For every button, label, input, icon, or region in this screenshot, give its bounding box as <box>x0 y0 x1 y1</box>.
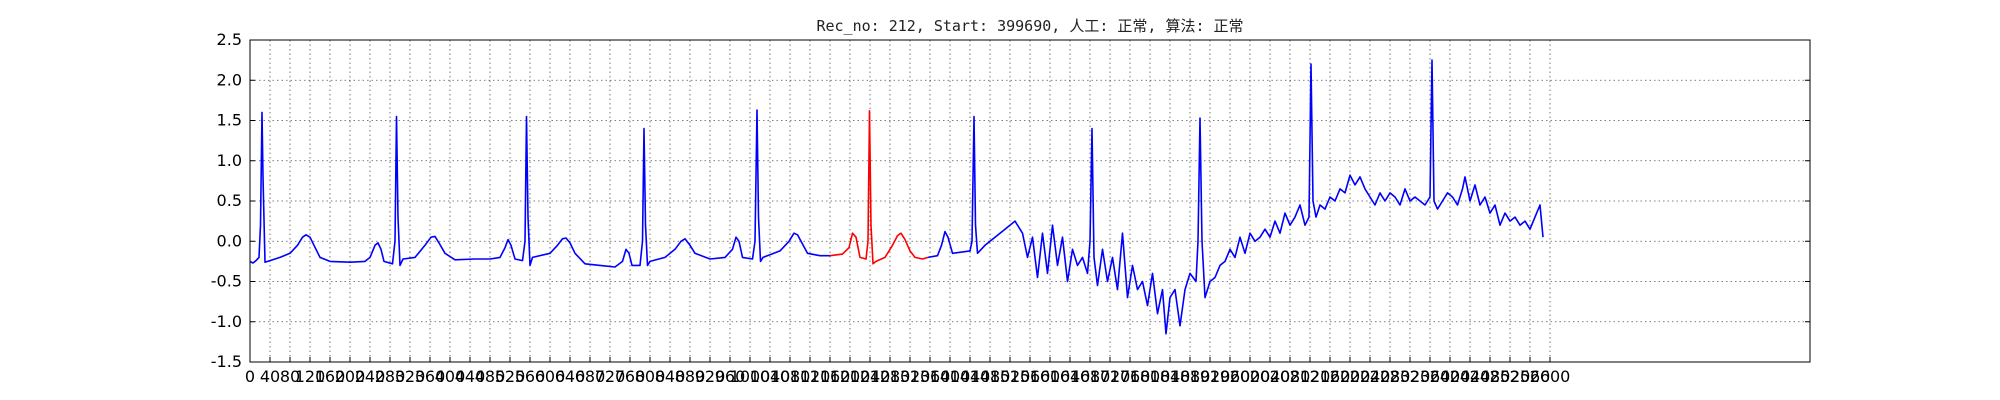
y-tick-label: 2.5 <box>217 30 242 49</box>
x-tick-label: 480 <box>475 367 506 386</box>
x-tick-label: 280 <box>375 367 406 386</box>
x-tick-label: 1040 <box>750 367 791 386</box>
y-tick-label: 0.0 <box>217 231 242 250</box>
x-tick-label: 120 <box>295 367 326 386</box>
x-tick-label: 800 <box>635 367 666 386</box>
x-tick-label: 2280 <box>1370 367 1411 386</box>
x-tick-label: 840 <box>655 367 686 386</box>
grid-layer <box>250 40 1810 362</box>
x-tick-label: 360 <box>415 367 446 386</box>
x-tick-label: 1400 <box>930 367 971 386</box>
x-tick-label: 2240 <box>1350 367 1391 386</box>
x-tick-label: 880 <box>675 367 706 386</box>
x-tick-label: 640 <box>555 367 586 386</box>
x-tick-label: 1680 <box>1070 367 1111 386</box>
series-line-1 <box>249 109 830 268</box>
x-tick-label: 1080 <box>770 367 811 386</box>
x-tick-label: 600 <box>535 367 566 386</box>
x-tick-label: 2040 <box>1250 367 1291 386</box>
x-tick-label: 1000 <box>730 367 771 386</box>
y-tick-label: -1.5 <box>211 352 242 371</box>
x-tick-label: 960 <box>715 367 746 386</box>
x-tick-label: 2600 <box>1530 367 1571 386</box>
x-tick-label: 1640 <box>1050 367 1091 386</box>
x-tick-label: 2160 <box>1310 367 1351 386</box>
x-tick-label: 1840 <box>1150 367 1191 386</box>
y-tick-label: -0.5 <box>211 272 242 291</box>
x-tick-label: 1320 <box>890 367 931 386</box>
x-tick-label: 1440 <box>950 367 991 386</box>
chart-title: Rec_no: 212, Start: 399690, 人工: 正常, 算法: … <box>816 17 1244 35</box>
y-tick-label: 2.0 <box>217 70 242 89</box>
x-tick-label: 1880 <box>1170 367 1211 386</box>
x-tick-label: 1360 <box>910 367 951 386</box>
x-tick-label: 2440 <box>1450 367 1491 386</box>
x-tick-label: 2000 <box>1230 367 1271 386</box>
x-tick-label: 1800 <box>1130 367 1171 386</box>
x-tick-label: 40 <box>260 367 280 386</box>
x-tick-label: 2560 <box>1510 367 1551 386</box>
x-tick-label: 2360 <box>1410 367 1451 386</box>
tick-layer: 0 40 8012016020024028032036040044048052056… <box>211 30 1810 386</box>
x-tick-label: 440 <box>455 367 486 386</box>
x-tick-label: 1960 <box>1210 367 1251 386</box>
y-tick-label: 0.5 <box>217 191 242 210</box>
x-tick-label: 2480 <box>1470 367 1511 386</box>
x-tick-label: 1720 <box>1090 367 1131 386</box>
x-tick-label: 2520 <box>1490 367 1531 386</box>
x-tick-label: 1200 <box>830 367 871 386</box>
x-tick-label: 1160 <box>810 367 851 386</box>
y-tick-label: 1.5 <box>217 111 242 130</box>
x-tick-label: 2200 <box>1330 367 1371 386</box>
x-tick-label: 1600 <box>1030 367 1071 386</box>
x-tick-label: 80 <box>280 367 300 386</box>
x-tick-label: 1280 <box>870 367 911 386</box>
x-tick-label: 520 <box>495 367 526 386</box>
x-tick-label: 1760 <box>1110 367 1151 386</box>
x-tick-label: 1480 <box>970 367 1011 386</box>
x-tick-label: 160 <box>315 367 346 386</box>
y-tick-label: 1.0 <box>217 151 242 170</box>
series-line-2 <box>829 110 929 265</box>
x-tick-label: 680 <box>575 367 606 386</box>
x-tick-label: 2400 <box>1430 367 1471 386</box>
series-line-3 <box>927 59 1544 335</box>
x-tick-label: 920 <box>695 367 726 386</box>
y-tick-label: -1.0 <box>211 312 242 331</box>
x-tick-label: 1920 <box>1190 367 1231 386</box>
x-tick-label: 320 <box>395 367 426 386</box>
x-tick-label: 2080 <box>1270 367 1311 386</box>
x-tick-label: 240 <box>355 367 386 386</box>
x-tick-label: 1520 <box>990 367 1031 386</box>
series-layer <box>249 59 1544 335</box>
x-tick-label: 560 <box>515 367 546 386</box>
x-tick-label: 1120 <box>790 367 831 386</box>
x-tick-label: 760 <box>615 367 646 386</box>
x-tick-label: 2120 <box>1290 367 1331 386</box>
x-tick-label: 0 <box>245 367 255 386</box>
x-tick-label: 720 <box>595 367 626 386</box>
plot-frame <box>249 39 1811 363</box>
x-tick-label: 400 <box>435 367 466 386</box>
x-tick-label: 200 <box>335 367 366 386</box>
x-tick-label: 1240 <box>850 367 891 386</box>
x-tick-label: 2320 <box>1390 367 1431 386</box>
x-tick-label: 1560 <box>1010 367 1051 386</box>
